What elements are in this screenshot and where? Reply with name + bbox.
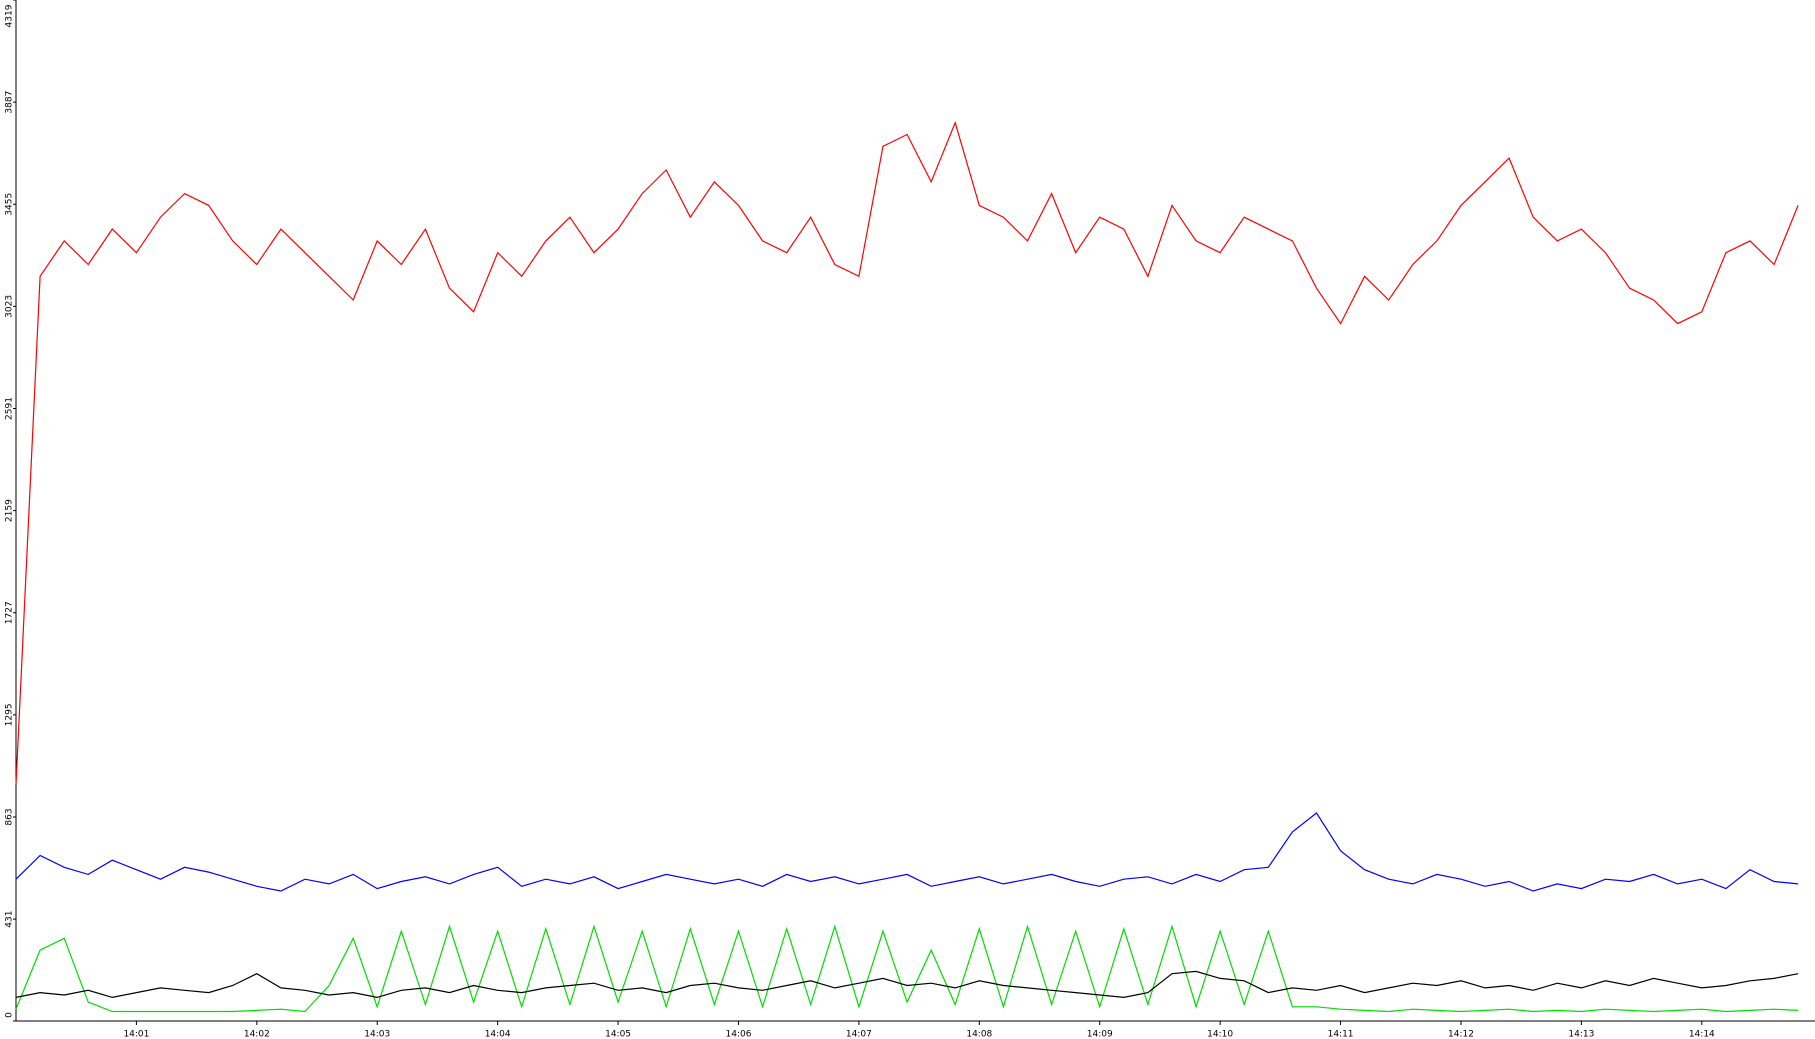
y-tick-label: 1295	[5, 703, 15, 726]
x-tick-label: 14:14	[1689, 1030, 1715, 1039]
x-tick-label: 14:11	[1328, 1030, 1354, 1039]
y-tick-label: 3887	[5, 91, 15, 114]
x-tick-label: 14:09	[1087, 1030, 1113, 1039]
series-line	[15, 924, 1799, 1013]
x-tick-label: 14:01	[123, 1030, 149, 1039]
y-tick-label: 2591	[5, 397, 15, 420]
y-tick-label: 431	[5, 911, 15, 928]
series-line	[15, 970, 1799, 999]
x-tick-label: 14:07	[846, 1030, 872, 1039]
y-tick-label: 3023	[5, 295, 15, 318]
y-tick-label: 2159	[5, 499, 15, 522]
x-tick-label: 14:13	[1568, 1030, 1594, 1039]
x-tick-label: 14:06	[726, 1030, 752, 1039]
y-tick-label: 0	[5, 1012, 15, 1018]
y-tick-label: 863	[5, 808, 15, 825]
x-tick-label: 14:04	[485, 1030, 511, 1039]
series-line	[15, 812, 1799, 892]
y-tick-label: 4319	[5, 4, 15, 27]
x-tick-label: 14:08	[966, 1030, 992, 1039]
y-tick-label: 1727	[5, 601, 15, 624]
y-tick-label: 3455	[5, 193, 15, 216]
series-line	[15, 120, 1799, 785]
x-tick-label: 14:10	[1207, 1030, 1233, 1039]
x-tick-label: 14:05	[605, 1030, 631, 1039]
x-tick-label: 14:03	[364, 1030, 390, 1039]
x-tick-label: 14:02	[244, 1030, 270, 1039]
x-tick-label: 14:12	[1448, 1030, 1474, 1039]
